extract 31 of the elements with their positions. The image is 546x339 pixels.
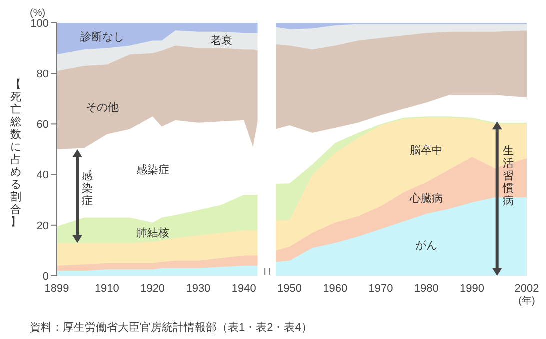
- series-label: 感染症: [136, 164, 170, 177]
- x-tick-label: 1960: [323, 282, 348, 295]
- y-tick-label: 0: [42, 270, 49, 283]
- annotation: 生活習慣病: [502, 144, 514, 208]
- y-tick-label: 100: [30, 18, 49, 30]
- series-label: がん: [416, 240, 438, 252]
- series-label: 診断なし: [80, 30, 124, 44]
- x-tick-label: 1899: [44, 282, 70, 295]
- y-tick-label: 40: [36, 170, 49, 182]
- x-tick-label: 1930: [186, 282, 211, 295]
- x-tick-label: 1910: [94, 282, 120, 295]
- x-tick-label: 1990: [460, 282, 484, 295]
- x-tick-label: 1920: [140, 282, 166, 295]
- series-label: 心臓病: [409, 192, 444, 206]
- y-tick-label: 80: [36, 68, 49, 81]
- x-tick-label: 1970: [368, 282, 394, 295]
- text: 【死亡総数に占める割合】: [10, 79, 22, 228]
- series-label: 肺結核: [136, 226, 170, 240]
- text: (%): [30, 8, 46, 19]
- series-label: 脳卒中: [410, 144, 444, 158]
- x-axis-title: (年): [518, 295, 536, 307]
- y-tick-label: 60: [36, 119, 49, 132]
- x-tick-label: 1980: [414, 282, 439, 295]
- x-tick-label: 2002: [514, 282, 540, 295]
- series-label: その他: [86, 102, 119, 114]
- annotation: 感染症: [82, 170, 94, 208]
- series-label: 老衰: [210, 34, 232, 48]
- x-tick-label: 1950: [277, 282, 302, 295]
- text: 資料：厚生労働省大臣官房統計情報部（表1・表2・表4）: [30, 320, 312, 335]
- x-tick-label: 1940: [232, 282, 256, 295]
- y-tick-label: 20: [36, 220, 49, 232]
